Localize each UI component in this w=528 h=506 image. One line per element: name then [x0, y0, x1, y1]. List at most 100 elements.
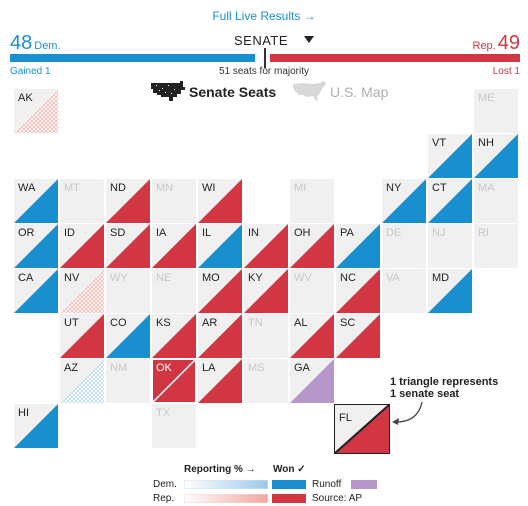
state-seat-triangles — [60, 224, 104, 268]
state-tile-ri[interactable]: RI — [474, 224, 518, 268]
state-tile-md[interactable]: MD — [428, 269, 472, 313]
state-abbr: OK — [156, 362, 172, 374]
state-tile-ca[interactable]: CA — [14, 269, 58, 313]
state-tile-co[interactable]: CO — [106, 314, 150, 358]
state-tile-wv[interactable]: WV — [290, 269, 334, 313]
state-seat-triangles — [106, 224, 150, 268]
state-tile-al[interactable]: AL — [290, 314, 334, 358]
state-tile-or[interactable]: OR — [14, 224, 58, 268]
state-tile-pa[interactable]: PA — [336, 224, 380, 268]
state-tile-ms[interactable]: MS — [244, 359, 288, 403]
seat-triangle-lower — [106, 314, 150, 358]
state-abbr: NM — [110, 362, 128, 374]
majority-label: 51 seats for majority — [218, 66, 310, 77]
state-seat-triangles — [428, 179, 472, 223]
seat-triangle-lower — [474, 224, 518, 268]
seat-triangle-lower — [60, 179, 104, 223]
us-map-view-label: U.S. Map — [330, 84, 389, 100]
state-abbr: TX — [156, 407, 171, 419]
state-tile-wy[interactable]: WY — [106, 269, 150, 313]
state-tile-ok[interactable]: OK — [152, 359, 196, 403]
state-tile-az[interactable]: AZ — [60, 359, 104, 403]
senate-seats-view-button[interactable]: Senate Seats — [150, 80, 276, 102]
state-tile-nh[interactable]: NH — [474, 134, 518, 178]
full-live-results-link[interactable]: Full Live Results → — [212, 9, 316, 23]
state-tile-ut[interactable]: UT — [60, 314, 104, 358]
seat-triangle-lower — [290, 179, 334, 223]
state-seat-triangles — [198, 179, 242, 223]
state-tile-nm[interactable]: NM — [106, 359, 150, 403]
state-tile-id[interactable]: ID — [60, 224, 104, 268]
state-abbr: UT — [64, 317, 79, 329]
state-seat-triangles — [244, 269, 288, 313]
state-seat-triangles — [152, 224, 196, 268]
state-tile-mo[interactable]: MO — [198, 269, 242, 313]
state-tile-nv[interactable]: NV — [60, 269, 104, 313]
state-seat-triangles — [474, 179, 518, 223]
legend: Reporting % → Won ✓ Dem. Rep. Runoff Sou… — [0, 462, 528, 506]
annotation-arrow-icon — [392, 401, 423, 425]
state-tile-wa[interactable]: WA — [14, 179, 58, 223]
state-abbr: AK — [18, 92, 33, 104]
state-tile-ak[interactable]: AK — [14, 89, 58, 133]
state-seat-triangles — [14, 179, 58, 223]
state-tile-vt[interactable]: VT — [428, 134, 472, 178]
state-abbr: CA — [18, 272, 34, 284]
state-tile-oh[interactable]: OH — [290, 224, 334, 268]
state-tile-ky[interactable]: KY — [244, 269, 288, 313]
state-tile-sd[interactable]: SD — [106, 224, 150, 268]
state-seat-triangles — [474, 134, 518, 178]
state-tile-de[interactable]: DE — [382, 224, 426, 268]
seat-triangle-lower — [244, 269, 288, 313]
state-tile-mt[interactable]: MT — [60, 179, 104, 223]
state-tile-nj[interactable]: NJ — [428, 224, 472, 268]
state-seat-triangles — [106, 269, 150, 313]
state-tile-ny[interactable]: NY — [382, 179, 426, 223]
seat-triangle-lower — [336, 314, 380, 358]
state-seat-triangles — [290, 314, 334, 358]
seat-triangle-lower — [428, 224, 472, 268]
state-abbr: NV — [64, 272, 80, 284]
state-abbr: WV — [294, 272, 312, 284]
state-abbr: WI — [202, 182, 216, 194]
state-tile-ga[interactable]: GA — [290, 359, 334, 403]
state-tile-hi[interactable]: HI — [14, 404, 58, 448]
state-tile-la[interactable]: LA — [198, 359, 242, 403]
seat-balance-bar — [10, 48, 520, 68]
race-selector[interactable]: SENATE — [234, 33, 315, 48]
state-seat-triangles — [106, 359, 150, 403]
seat-triangle-lower — [198, 179, 242, 223]
state-tile-tn[interactable]: TN — [244, 314, 288, 358]
us-map-view-button[interactable]: U.S. Map — [291, 80, 388, 102]
state-tile-il[interactable]: IL — [198, 224, 242, 268]
state-tile-tx[interactable]: TX — [152, 404, 196, 448]
state-abbr: KY — [248, 272, 263, 284]
state-tile-va[interactable]: VA — [382, 269, 426, 313]
state-tile-ma[interactable]: MA — [474, 179, 518, 223]
state-seat-triangles — [14, 269, 58, 313]
state-tile-wi[interactable]: WI — [198, 179, 242, 223]
state-tile-sc[interactable]: SC — [336, 314, 380, 358]
state-tile-in[interactable]: IN — [244, 224, 288, 268]
state-tile-ia[interactable]: IA — [152, 224, 196, 268]
state-tile-mn[interactable]: MN — [152, 179, 196, 223]
state-tile-me[interactable]: ME — [474, 89, 518, 133]
state-tile-nc[interactable]: NC — [336, 269, 380, 313]
seat-triangle-lower — [290, 269, 334, 313]
rep-count-number: 49 — [497, 32, 520, 54]
state-tile-ne[interactable]: NE — [152, 269, 196, 313]
state-seat-triangles — [244, 359, 288, 403]
majority-marker — [264, 48, 266, 68]
dem-seat-count: 48 Dem. — [10, 32, 61, 55]
state-seat-triangles — [198, 314, 242, 358]
legend-reporting-label: Reporting % → — [184, 464, 256, 475]
seat-triangle-lower — [198, 269, 242, 313]
state-tile-nd[interactable]: ND — [106, 179, 150, 223]
state-tile-ct[interactable]: CT — [428, 179, 472, 223]
caret-down-icon — [304, 36, 315, 43]
state-abbr: NH — [478, 137, 494, 149]
state-tile-ar[interactable]: AR — [198, 314, 242, 358]
state-tile-ks[interactable]: KS — [152, 314, 196, 358]
state-tile-mi[interactable]: MI — [290, 179, 334, 223]
senate-seats-view-label: Senate Seats — [189, 84, 277, 100]
